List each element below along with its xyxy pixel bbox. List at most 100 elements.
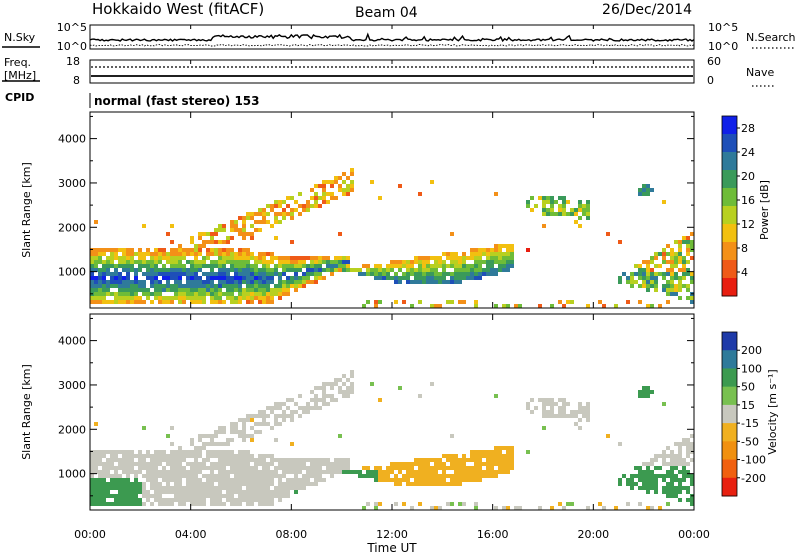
velocity-cell xyxy=(678,454,682,458)
velocity-cell xyxy=(286,490,290,494)
velocity-cell xyxy=(438,482,442,486)
power-cell xyxy=(106,264,110,268)
power-cell xyxy=(262,288,266,292)
velocity-cell xyxy=(166,490,170,494)
power-cell xyxy=(266,300,270,304)
power-cell xyxy=(202,264,206,268)
power-cell xyxy=(486,256,490,260)
velocity-cell xyxy=(526,406,530,410)
power-cell xyxy=(306,208,310,212)
velocity-cell xyxy=(238,494,242,498)
power-cell xyxy=(98,296,102,300)
power-cell xyxy=(106,292,110,296)
power-cell xyxy=(426,260,430,264)
power-cell xyxy=(130,300,134,304)
power-cell xyxy=(662,200,666,204)
power-cell xyxy=(110,260,114,264)
velocity-cell xyxy=(406,470,410,474)
power-cell xyxy=(222,260,226,264)
power-cell xyxy=(342,268,346,272)
power-cell xyxy=(430,264,434,268)
velocity-cell xyxy=(486,474,490,478)
power-cell xyxy=(642,184,646,188)
power-cell xyxy=(386,268,390,272)
velocity-cell xyxy=(210,490,214,494)
power-cell xyxy=(282,256,286,260)
velocity-cell xyxy=(258,482,262,486)
power-cell xyxy=(158,280,162,284)
power-cell xyxy=(654,252,658,256)
velocity-cell xyxy=(314,474,318,478)
velocity-cell xyxy=(274,486,278,490)
velocity-cell xyxy=(618,482,622,486)
velocity-cell xyxy=(214,462,218,466)
velocity-cell xyxy=(250,498,254,502)
velocity-cell xyxy=(546,414,550,418)
power-cell xyxy=(186,248,190,252)
velocity-cell xyxy=(158,470,162,474)
y-tick-label: 3000 xyxy=(58,177,86,190)
velocity-cell xyxy=(278,490,282,494)
velocity-cell xyxy=(158,490,162,494)
power-cell xyxy=(226,292,230,296)
velocity-cell xyxy=(118,466,122,470)
power-cell xyxy=(670,264,674,268)
velocity-cell xyxy=(190,474,194,478)
velocity-cell xyxy=(242,418,246,422)
power-colorbar-segment xyxy=(722,224,737,243)
power-cell xyxy=(178,260,182,264)
power-cell xyxy=(510,260,514,264)
power-cell xyxy=(490,264,494,268)
velocity-colorbar-segment xyxy=(722,368,737,388)
power-cell xyxy=(198,244,202,248)
velocity-cell xyxy=(654,486,658,490)
power-cell xyxy=(670,292,674,296)
power-cell xyxy=(442,264,446,268)
velocity-cell xyxy=(262,462,266,466)
velocity-cell xyxy=(222,426,226,430)
velocity-colorbar-tick-label: 100 xyxy=(741,362,762,375)
velocity-cell xyxy=(450,474,454,478)
power-colorbar-tick-label: 12 xyxy=(741,218,755,231)
power-cell xyxy=(418,280,422,284)
velocity-cell xyxy=(286,414,290,418)
velocity-cell xyxy=(134,490,138,494)
velocity-cell xyxy=(430,466,434,470)
velocity-cell xyxy=(318,466,322,470)
velocity-cell xyxy=(342,374,346,378)
velocity-cell xyxy=(486,462,490,466)
velocity-cell xyxy=(214,494,218,498)
power-cell xyxy=(458,256,462,260)
power-cell xyxy=(262,208,266,212)
velocity-cell xyxy=(406,474,410,478)
velocity-cell xyxy=(278,498,282,502)
power-cell xyxy=(142,284,146,288)
power-cell xyxy=(194,292,198,296)
power-cell xyxy=(106,256,110,260)
power-cell xyxy=(158,288,162,292)
velocity-cell xyxy=(214,478,218,482)
power-cell xyxy=(194,276,198,280)
velocity-cell xyxy=(174,490,178,494)
velocity-cell xyxy=(158,502,162,506)
velocity-cell xyxy=(494,450,498,454)
power-cell xyxy=(202,292,206,296)
velocity-cell xyxy=(466,474,470,478)
power-cell xyxy=(134,300,138,304)
power-cell xyxy=(170,268,174,272)
velocity-cell xyxy=(118,490,122,494)
power-cell xyxy=(586,200,590,204)
power-cell xyxy=(450,264,454,268)
power-cell xyxy=(498,264,502,268)
power-cell xyxy=(466,272,470,276)
velocity-cell xyxy=(662,462,666,466)
velocity-cell xyxy=(130,466,134,470)
velocity-cell xyxy=(426,482,430,486)
power-cell xyxy=(278,264,282,268)
power-cell xyxy=(226,296,230,300)
power-cell xyxy=(246,260,250,264)
velocity-cell xyxy=(182,466,186,470)
velocity-cell xyxy=(242,450,246,454)
velocity-cell xyxy=(210,494,214,498)
velocity-cell xyxy=(646,394,650,398)
